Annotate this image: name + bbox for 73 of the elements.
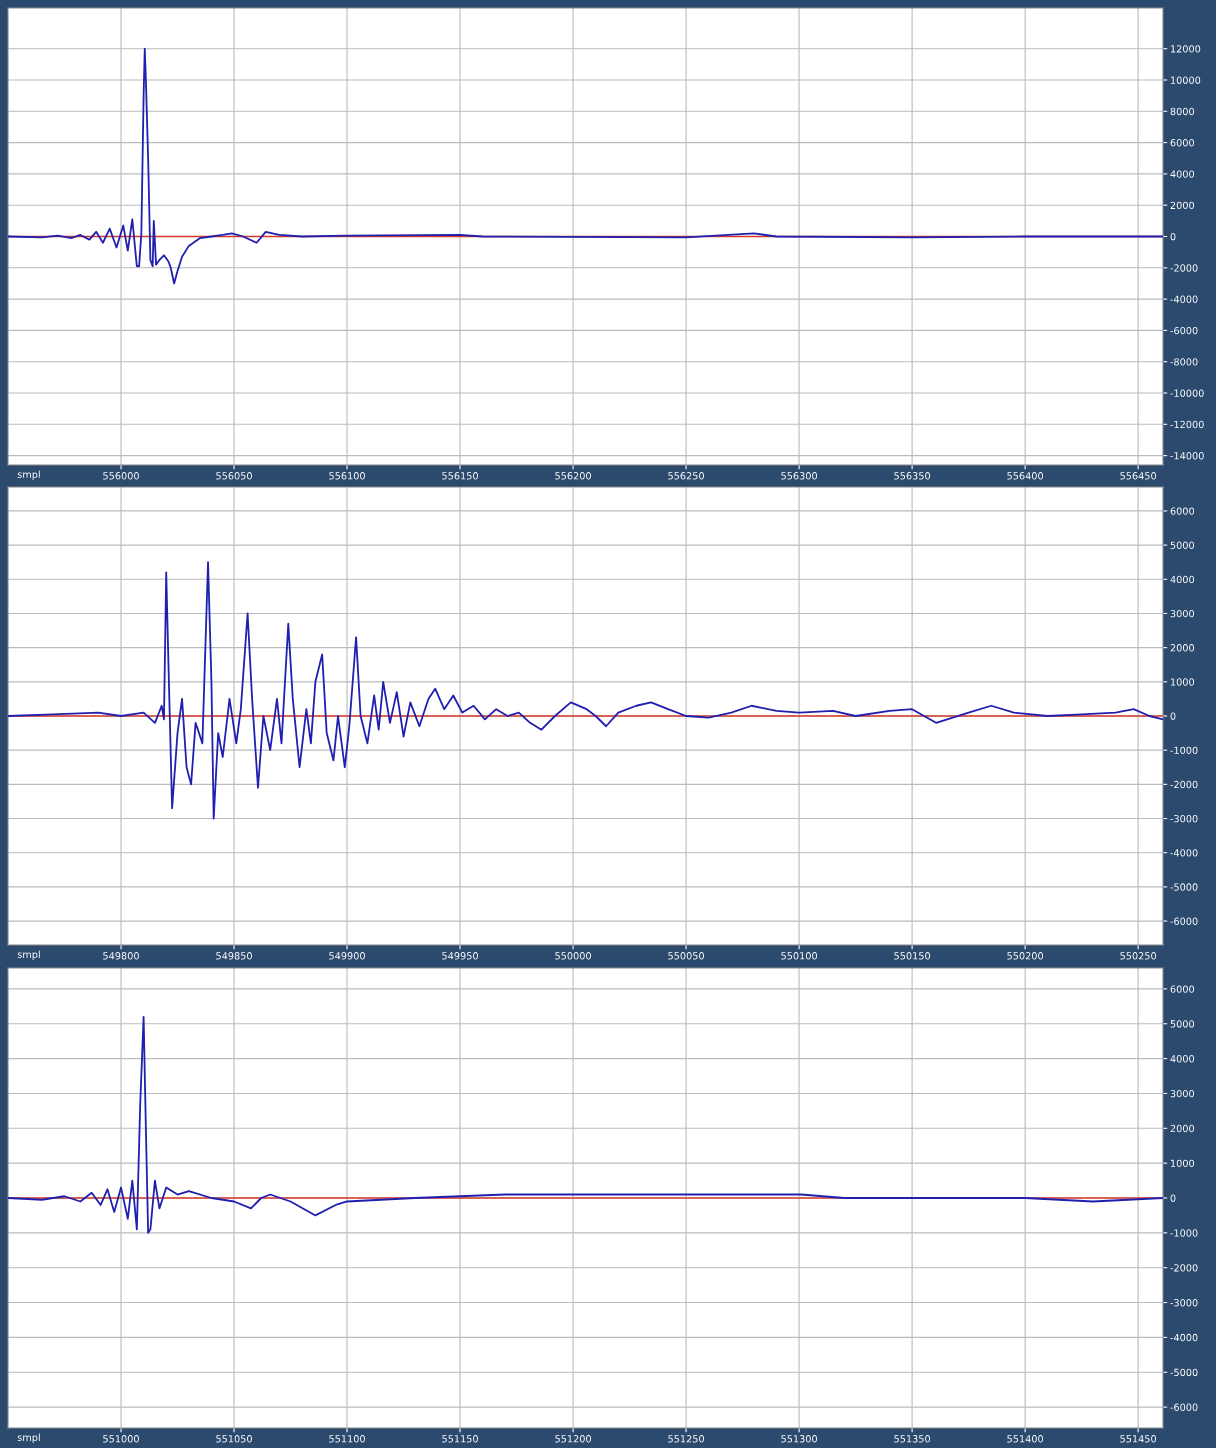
x-tick-label: 556350	[894, 472, 931, 480]
x-tick-label: 556450	[1120, 472, 1157, 480]
x-tick-label: 556000	[103, 472, 139, 480]
x-tick-label: 551300	[781, 1435, 818, 1443]
x-tick-label: 549900	[329, 952, 365, 960]
x-tick-label: 551150	[442, 1435, 478, 1443]
x-tick-label: 551350	[894, 1435, 931, 1443]
y-tick-label: 6000	[1170, 507, 1195, 515]
x-tick-label: 551250	[668, 1435, 704, 1443]
y-tick-label: -5000	[1170, 883, 1198, 891]
y-tick-label: 1000	[1171, 1159, 1195, 1167]
y-tick-label: 2000	[1170, 1124, 1195, 1133]
x-tick-label: 556300	[781, 472, 818, 480]
y-tick-label: 12000	[1171, 45, 1201, 53]
x-tick-label: 551000	[103, 1435, 139, 1443]
y-tick-label: -1000	[1170, 1229, 1198, 1237]
y-tick-label: 3000	[1170, 609, 1195, 618]
x-tick-label: 556200	[555, 472, 591, 480]
y-tick-label: -6000	[1170, 326, 1198, 335]
y-tick-label: 2000	[1170, 201, 1195, 210]
y-tick-label: 8000	[1170, 107, 1195, 116]
y-tick-label: 1000	[1171, 678, 1195, 686]
y-tick-label: 4000	[1170, 170, 1195, 178]
x-axis-title: smpl	[17, 470, 40, 480]
y-tick-label: -4000	[1170, 295, 1198, 303]
y-tick-label: -4000	[1170, 1333, 1198, 1342]
y-tick-label: -3000	[1170, 1299, 1198, 1307]
x-tick-label: 550200	[1007, 952, 1044, 960]
x-tick-label: 551450	[1120, 1435, 1157, 1443]
y-tick-label: -4000	[1170, 849, 1198, 857]
y-tick-label: -5000	[1170, 1368, 1198, 1377]
y-tick-label: 2000	[1170, 644, 1195, 652]
x-tick-label: 556100	[329, 472, 365, 480]
x-tick-label: 550150	[894, 952, 931, 960]
x-tick-label: 556400	[1007, 472, 1044, 480]
y-tick-label: 0	[1170, 232, 1176, 241]
y-tick-label: -3000	[1170, 815, 1198, 823]
y-tick-label: 3000	[1170, 1089, 1195, 1098]
y-tick-label: -2000	[1170, 1264, 1198, 1272]
y-tick-label: 5000	[1170, 1020, 1195, 1028]
x-tick-label: 550050	[668, 952, 704, 960]
y-tick-label: -2000	[1170, 264, 1198, 272]
y-tick-label: -2000	[1170, 780, 1198, 789]
y-tick-label: -6000	[1170, 1403, 1198, 1411]
y-tick-label: 0	[1170, 1194, 1176, 1202]
x-tick-label: 556150	[442, 472, 478, 480]
x-tick-label: 551400	[1007, 1435, 1044, 1443]
x-tick-label: 549950	[442, 952, 478, 960]
y-tick-label: 4000	[1170, 1055, 1195, 1063]
x-axis-title: smpl	[17, 950, 40, 960]
x-tick-label: 551050	[216, 1435, 252, 1443]
y-tick-label: 5000	[1170, 541, 1195, 549]
y-tick-label: -10000	[1170, 389, 1204, 397]
x-tick-label: 549850	[216, 952, 252, 960]
y-tick-label: -8000	[1170, 358, 1198, 366]
y-tick-label: -1000	[1170, 746, 1198, 755]
x-tick-label: 549800	[103, 952, 139, 960]
y-tick-label: -14000	[1170, 452, 1204, 460]
x-tick-label: 550000	[555, 952, 591, 960]
x-tick-label: 551100	[329, 1435, 365, 1443]
y-tick-label: 10000	[1171, 76, 1201, 84]
x-tick-label: 556250	[668, 472, 704, 480]
y-tick-label: 4000	[1170, 575, 1195, 584]
y-tick-label: -6000	[1170, 917, 1198, 925]
x-tick-label: 550100	[781, 952, 818, 960]
x-tick-label: 551200	[555, 1435, 591, 1443]
y-tick-label: -12000	[1170, 420, 1204, 429]
y-tick-label: 0	[1170, 712, 1176, 720]
x-axis-title: smpl	[17, 1433, 40, 1443]
y-tick-label: 6000	[1170, 985, 1195, 993]
x-tick-label: 556050	[216, 472, 252, 480]
y-tick-label: 6000	[1170, 139, 1195, 147]
x-tick-label: 550250	[1120, 952, 1157, 960]
